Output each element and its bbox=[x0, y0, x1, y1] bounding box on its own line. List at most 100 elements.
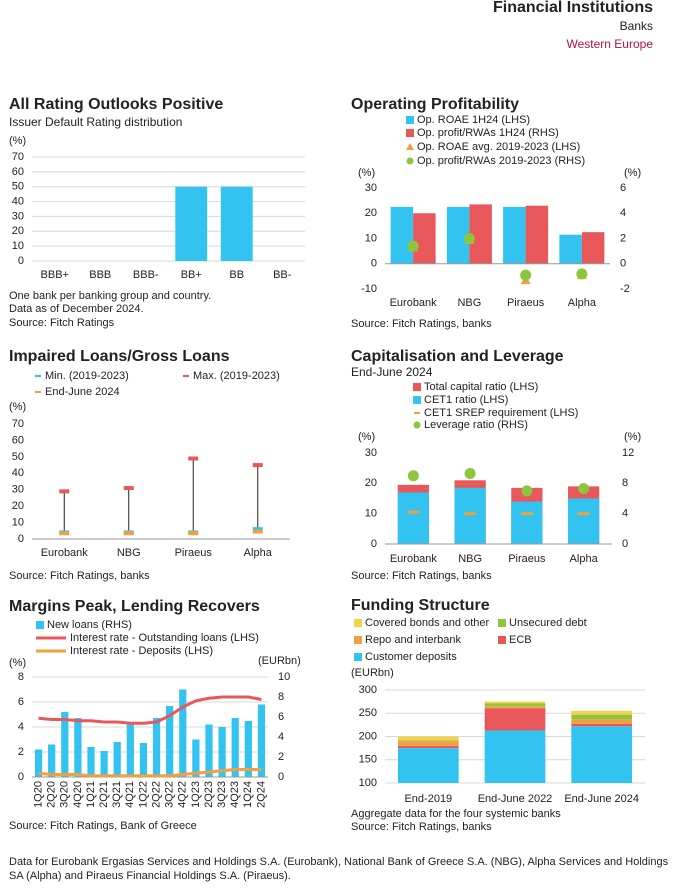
y2-unit: (%) bbox=[624, 431, 641, 443]
bar bbox=[205, 724, 213, 777]
line bbox=[38, 695, 262, 725]
line bbox=[38, 768, 262, 778]
y2-tick-label: 6 bbox=[620, 182, 626, 194]
footer-note: Data for Eurobank Ergasias Services and … bbox=[9, 856, 669, 882]
x-tick-label: 1Q20 bbox=[32, 781, 44, 808]
bar bbox=[74, 718, 82, 777]
x-tick-label: BBB+ bbox=[41, 269, 69, 281]
marker bbox=[407, 240, 419, 252]
x-tick-label: 4Q20 bbox=[72, 781, 84, 808]
legend-swatch bbox=[413, 383, 421, 391]
marker bbox=[520, 269, 532, 281]
legend-label: Interest rate - Outstanding loans (LHS) bbox=[70, 632, 259, 644]
x-tick-label: BBB bbox=[89, 269, 111, 281]
source: Source: Fitch Ratings, banks bbox=[351, 318, 492, 330]
y-tick-label: 8 bbox=[18, 671, 24, 683]
marker bbox=[578, 483, 590, 495]
x-tick-label: 4Q23 bbox=[229, 781, 241, 808]
legend-swatch bbox=[354, 619, 362, 627]
x-tick-label: Piraeus bbox=[508, 553, 546, 565]
y-tick-label: 30 bbox=[365, 447, 377, 459]
y2-tick-label: 4 bbox=[620, 207, 626, 219]
x-tick-label: Eurobank bbox=[390, 553, 438, 565]
marker bbox=[521, 485, 533, 497]
source: Source: Fitch Ratings, banks bbox=[351, 570, 492, 582]
bar bbox=[152, 718, 161, 777]
bar bbox=[34, 749, 43, 777]
x-tick-label: BB- bbox=[273, 269, 292, 281]
bar-segment bbox=[571, 723, 632, 727]
y-tick-label: 100 bbox=[359, 777, 377, 789]
x-tick-label: BB bbox=[229, 269, 244, 281]
x-tick-label: Alpha bbox=[568, 297, 597, 309]
legend-label: Unsecured debt bbox=[509, 617, 587, 629]
x-tick-label: 3Q22 bbox=[164, 781, 176, 808]
y2-tick-label: 2 bbox=[278, 751, 284, 763]
y2-tick-label: 8 bbox=[278, 691, 284, 703]
bar bbox=[568, 498, 600, 544]
chart-title: Funding Structure bbox=[351, 597, 490, 614]
y-tick-label: 60 bbox=[12, 434, 24, 446]
bar-segment bbox=[398, 741, 459, 746]
legend-swatch bbox=[406, 143, 414, 150]
y2-tick-label: 0 bbox=[622, 538, 628, 550]
bar bbox=[559, 234, 582, 264]
legend-swatch bbox=[413, 396, 421, 404]
x-tick-label: Piraeus bbox=[507, 297, 545, 309]
bar bbox=[454, 487, 486, 544]
legend-label: CET1 ratio (LHS) bbox=[424, 394, 508, 406]
source: Source: Fitch Ratings, banks bbox=[9, 570, 150, 582]
chart-title: All Rating Outlooks Positive bbox=[9, 96, 223, 113]
y-tick-label: 10 bbox=[365, 508, 377, 520]
y2-tick-label: 4 bbox=[622, 508, 628, 520]
legend-label: Op. ROAE 1H24 (LHS) bbox=[417, 114, 530, 126]
legend-swatch bbox=[413, 421, 421, 429]
chart-title: Margins Peak, Lending Recovers bbox=[9, 598, 260, 615]
bar bbox=[100, 751, 108, 777]
y-tick-label: 0 bbox=[371, 258, 377, 270]
x-tick-label: End-June 2024 bbox=[564, 793, 639, 805]
legend-label: Op. ROAE avg. 2019-2023 (LHS) bbox=[417, 141, 580, 153]
x-tick-label: Alpha bbox=[570, 553, 599, 565]
y2-tick-label: 2 bbox=[620, 232, 626, 244]
legend-label: Interest rate - Deposits (LHS) bbox=[70, 645, 213, 657]
bar bbox=[413, 213, 436, 264]
y-tick-label: 10 bbox=[12, 240, 24, 252]
y2-tick-label: -2 bbox=[620, 283, 630, 295]
y-tick-label: 50 bbox=[12, 181, 24, 193]
y-tick-label: 70 bbox=[12, 151, 24, 163]
legend-label: Max. (2019-2023) bbox=[193, 370, 280, 382]
x-tick-label: 2Q24 bbox=[255, 781, 267, 808]
x-tick-label: 1Q23 bbox=[190, 781, 202, 808]
chart-title: Capitalisation and Leverage bbox=[351, 348, 564, 365]
y-tick-label: 300 bbox=[359, 684, 377, 696]
legend-label: Min. (2019-2023) bbox=[45, 370, 129, 382]
bar bbox=[525, 205, 549, 264]
y-tick-label: 6 bbox=[18, 696, 24, 708]
x-tick-label: 4Q21 bbox=[124, 781, 136, 808]
bar-segment bbox=[484, 708, 546, 731]
y-tick-label: 70 bbox=[12, 418, 24, 430]
bar-segment bbox=[571, 714, 632, 720]
x-tick-label: Piraeus bbox=[175, 547, 213, 559]
legend-label: Customer deposits bbox=[365, 651, 457, 663]
y-tick-label: 60 bbox=[12, 166, 24, 178]
x-tick-label: 2Q21 bbox=[98, 781, 110, 808]
legend-swatch bbox=[354, 636, 362, 644]
legend-swatch bbox=[406, 129, 414, 137]
bar-segment bbox=[398, 748, 459, 783]
y-tick-label: 2 bbox=[18, 746, 24, 758]
y-unit: (%) bbox=[358, 431, 375, 443]
bar bbox=[390, 206, 414, 264]
legend-label: Op. profit/RWAs 2019-2023 (RHS) bbox=[417, 155, 585, 167]
legend-label: Op. profit/RWAs 1H24 (RHS) bbox=[417, 127, 559, 139]
marker bbox=[463, 233, 475, 244]
y-tick-label: 250 bbox=[359, 707, 377, 719]
legend-label: End-June 2024 bbox=[45, 386, 120, 398]
y-tick-label: 30 bbox=[12, 484, 24, 496]
note: One bank per banking group and country. bbox=[9, 290, 211, 302]
y-tick-label: 10 bbox=[365, 232, 377, 244]
bar bbox=[192, 739, 200, 777]
legend-swatch bbox=[36, 621, 44, 629]
